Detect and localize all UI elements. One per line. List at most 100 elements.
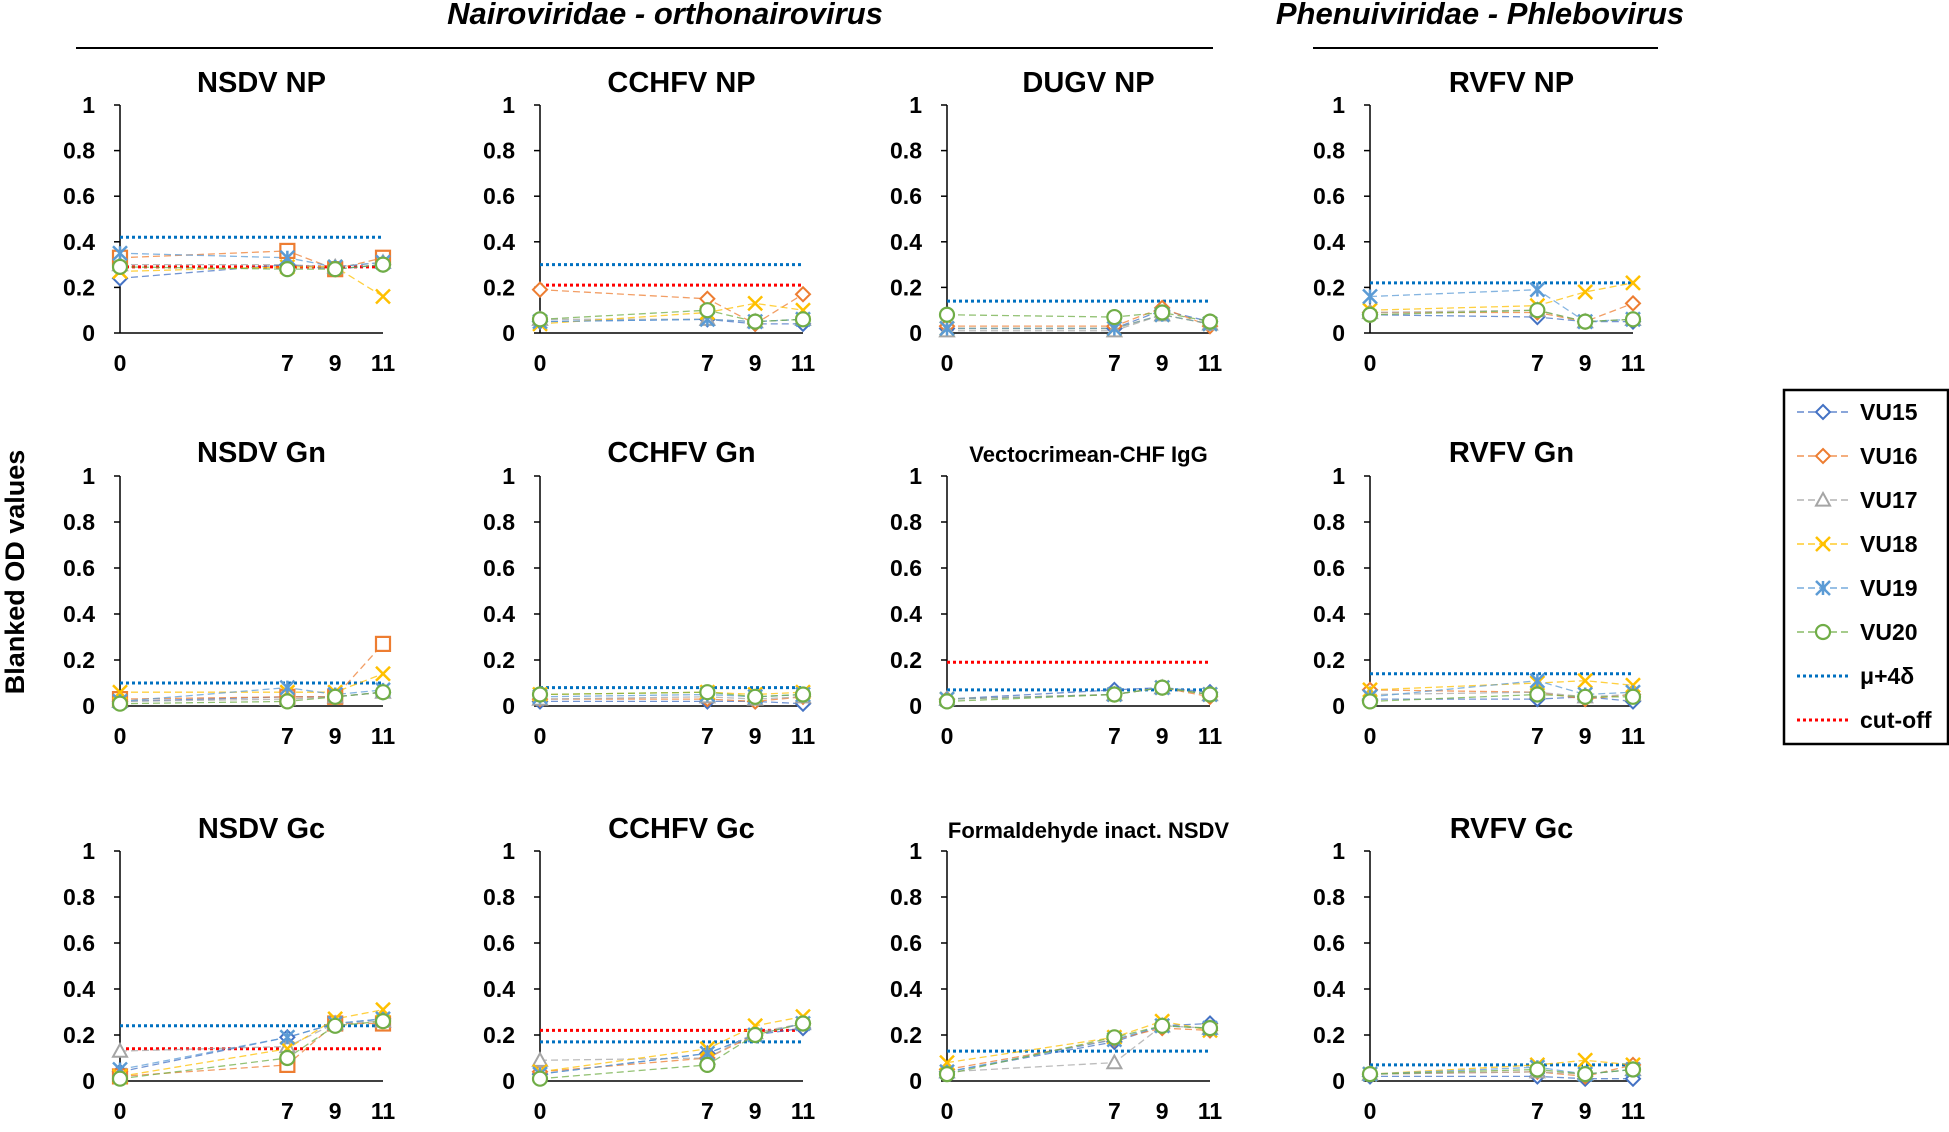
y-tick-label: 0.2 <box>1313 647 1345 673</box>
panel-nsdv-np: NSDV NP 0 0.2 0.4 0.6 0.8 1 0 7 9 11 <box>63 67 395 376</box>
x-tick-label: 9 <box>749 1098 762 1124</box>
y-tick-label: 0.8 <box>483 138 515 164</box>
y-axis-label: Blanked OD values <box>0 450 30 695</box>
point-vu20 <box>327 261 344 278</box>
series-line-vu16 <box>539 289 804 325</box>
series-line-vu16 <box>946 1027 1211 1071</box>
series-line-vu18 <box>539 302 804 325</box>
y-tick-label: 0.8 <box>1313 884 1345 910</box>
y-tick-label: 1 <box>502 463 515 489</box>
panel-dugv-np: DUGV NP 0 0.2 0.4 0.6 0.8 1 0 7 9 11 <box>890 67 1222 376</box>
point-vu16 <box>531 281 549 299</box>
series-line-vu20 <box>119 263 384 270</box>
legend-item-vu18: VU18 <box>1797 531 1918 557</box>
legend-marker <box>1814 623 1832 641</box>
legend-item-vu20: VU20 <box>1797 619 1918 645</box>
x-tick-label: 11 <box>371 723 396 749</box>
x-tick-label: 7 <box>1108 1098 1121 1124</box>
point-vu20 <box>1106 686 1123 703</box>
point-vu20 <box>1361 693 1379 710</box>
legend-item-vu16: VU16 <box>1797 443 1918 469</box>
point-vu18 <box>1625 274 1641 291</box>
family-headers: Nairoviridae - orthonairovirus Phenuivir… <box>76 0 1684 49</box>
series-line-vu15 <box>946 686 1211 700</box>
y-tick-label: 0.6 <box>483 555 515 581</box>
y-tick-label: 0.8 <box>483 884 515 910</box>
series-line-vu20 <box>946 686 1211 703</box>
y-tick-label: 1 <box>909 838 922 864</box>
x-tick-label: 7 <box>281 350 294 376</box>
series-line-vu16 <box>947 307 1211 327</box>
point-vu20 <box>531 686 549 703</box>
x-tick-label: 11 <box>1621 723 1646 749</box>
legend-item-vu17: VU17 <box>1797 487 1918 513</box>
x-tick-label: 0 <box>1364 350 1377 376</box>
x-tick-label: 9 <box>1156 723 1169 749</box>
point-vu20 <box>1529 302 1546 319</box>
family-title-nairoviridae: Nairoviridae - orthonairovirus <box>447 0 883 31</box>
x-tick-label: 7 <box>1531 350 1544 376</box>
point-vu20 <box>1154 1017 1171 1034</box>
y-tick-label: 0.6 <box>1313 930 1345 956</box>
y-tick-label: 1 <box>82 463 95 489</box>
series-line-vu20 <box>1369 693 1633 703</box>
x-tick-label: 11 <box>791 350 816 376</box>
x-tick-label: 0 <box>114 1098 127 1124</box>
legend-item-vu15: VU15 <box>1797 399 1918 425</box>
series-line-vu18 <box>1369 1059 1634 1075</box>
series-line-vu15 <box>1369 314 1633 323</box>
x-tick-label: 9 <box>329 350 342 376</box>
y-tick-label: 0.2 <box>63 647 95 673</box>
point-vu20 <box>111 1070 129 1087</box>
y-tick-label: 1 <box>909 92 922 118</box>
series-line-vu18 <box>1369 282 1634 311</box>
x-tick-label: 9 <box>749 350 762 376</box>
series-line-vu20 <box>1369 1068 1634 1075</box>
point-vu20 <box>1624 1061 1642 1078</box>
point-vu20 <box>1201 686 1219 703</box>
x-tick-label: 9 <box>1579 350 1592 376</box>
point-vu20 <box>374 256 392 273</box>
x-tick-label: 7 <box>1531 723 1544 749</box>
point-vu19 <box>1362 288 1378 305</box>
series-line-vu19 <box>119 686 384 703</box>
series-line-vu19 <box>119 252 384 268</box>
point-vu19 <box>112 245 128 262</box>
panel-cchfv-gn: CCHFV Gn 0 0.2 0.4 0.6 0.8 1 0 7 9 11 <box>483 437 815 749</box>
series-line-vu16 <box>119 250 384 270</box>
point-vu19 <box>1529 281 1546 298</box>
y-tick-label: 0.8 <box>890 138 922 164</box>
point-vu18 <box>375 288 391 305</box>
x-tick-label: 9 <box>1579 723 1592 749</box>
point-vu20 <box>794 311 812 328</box>
series-line-vu19 <box>1369 289 1634 323</box>
legend-label: μ+4δ <box>1860 663 1914 689</box>
y-tick-label: 0.8 <box>890 884 922 910</box>
point-vu20 <box>279 261 296 278</box>
point-vu19 <box>1529 672 1546 689</box>
x-tick-label: 11 <box>371 1098 396 1124</box>
y-tick-label: 0.6 <box>1313 183 1345 209</box>
y-tick-label: 0 <box>82 693 95 719</box>
point-vu18 <box>1577 284 1594 300</box>
y-tick-label: 0 <box>1332 693 1345 719</box>
x-tick-label: 11 <box>1621 1098 1646 1124</box>
legend-label: VU18 <box>1860 531 1918 557</box>
panel-rvfv-gn: RVFV Gn 0 0.2 0.4 0.6 0.8 1 0 7 9 11 <box>1313 437 1645 749</box>
panel-title: CCHFV NP <box>607 67 755 99</box>
point-vu20 <box>531 311 549 328</box>
point-vu20 <box>279 1049 296 1067</box>
y-tick-label: 1 <box>502 92 515 118</box>
series-line-vu20 <box>539 309 804 323</box>
series-line-vu17 <box>120 261 384 268</box>
panel-cchfv-np: CCHFV NP 0 0.2 0.4 0.6 0.8 1 0 7 9 11 <box>483 67 815 376</box>
series-line-vu15 <box>1370 696 1634 703</box>
panel-vectocrimean-chf-igg: Vectocrimean-CHF IgG 0 0.2 0.4 0.6 0.8 1 0 7 9 11 <box>890 442 1222 749</box>
y-tick-label: 0 <box>82 1068 95 1094</box>
point-vu20 <box>938 306 956 323</box>
point-vu18 <box>1577 672 1594 689</box>
y-tick-label: 0.2 <box>1313 274 1345 300</box>
y-tick-label: 1 <box>82 838 95 864</box>
series-line-vu19 <box>539 318 804 323</box>
